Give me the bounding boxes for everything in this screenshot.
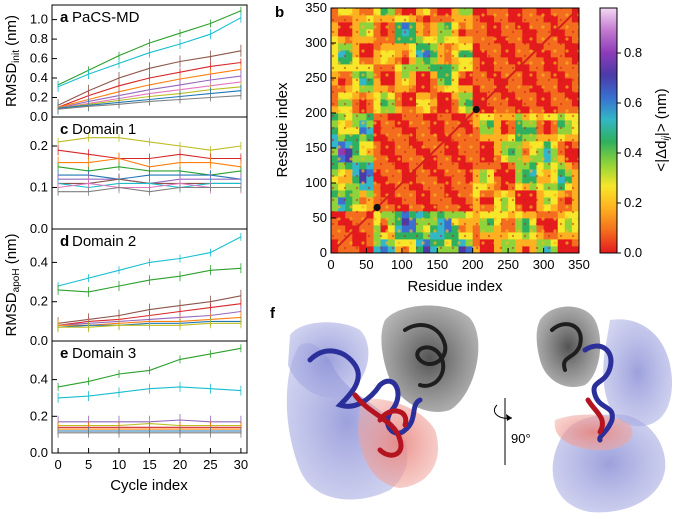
rotation-arrowhead — [506, 414, 512, 421]
backbone-red-side — [585, 397, 605, 435]
xtick-label: 0 — [54, 457, 61, 472]
colorbar-label-sub: ij — [661, 135, 672, 140]
panel-a-ylabel-main: RMSD — [3, 63, 20, 107]
heatmap-ylabel: Residue index — [274, 82, 291, 178]
heatmap-cells — [331, 8, 579, 253]
xtick-label: 30 — [234, 457, 248, 472]
ytick-label: 0.1 — [30, 180, 48, 195]
heatmap-ytick-label: 350 — [305, 0, 327, 15]
panel-e-letter: e — [60, 345, 68, 362]
domain-boundary-marker — [373, 203, 381, 212]
ytick-label: 1.0 — [30, 12, 48, 27]
panel-a-ylabel-sub: init — [11, 50, 22, 63]
heatmap-xtick-label: 200 — [462, 257, 484, 272]
panel-e: 0.0 0.2 0.4 0 5 10 15 20 25 30 e Domain 3 Cycle i… — [30, 340, 248, 494]
ytick-label: 0.4 — [30, 70, 48, 85]
ytick-label: 0.0 — [30, 445, 48, 460]
rotation-indicator: 90° — [493, 398, 531, 465]
heatmap-ytick-label: 100 — [305, 175, 327, 190]
ytick-label: 0.2 — [30, 294, 48, 309]
xtick-label: 25 — [203, 457, 217, 472]
panel-f: f — [270, 305, 673, 513]
panel-c: 0.0 0.1 0.2 c Domain 1 — [30, 116, 248, 236]
colorbar-label: <|Δdij|> (nm) — [653, 88, 672, 171]
panel-f-letter: f — [270, 305, 276, 322]
ytick-label: 0.6 — [30, 51, 48, 66]
panel-d-ylabel-sub: apoH — [11, 268, 22, 292]
panel-a: 0.0 0.2 0.4 0.6 0.8 1.0 a PaCS-MD — [30, 4, 248, 124]
backbone-blue-side — [582, 343, 615, 443]
rotation-label: 90° — [511, 431, 531, 446]
heatmap-ytick-label: 50 — [313, 210, 327, 225]
heatmap-xtick-label: 350 — [568, 257, 590, 272]
panel-e-title: Domain 3 — [72, 345, 136, 362]
panel-a-letter: a — [60, 9, 69, 26]
backbone-gray-side — [550, 322, 583, 372]
heatmap-xtick-label: 100 — [391, 257, 413, 272]
domain-2-ensemble-upper — [288, 322, 369, 398]
ytick-label: 0.4 — [30, 254, 48, 269]
heatmap-xtick-label: 250 — [497, 257, 519, 272]
protein-view-front — [286, 305, 479, 500]
panel-a-title: PaCS-MD — [72, 9, 140, 26]
colorbar-tick-label: 0.6 — [624, 95, 642, 110]
panel-d-letter: d — [60, 233, 69, 250]
xtick-label: 15 — [142, 457, 156, 472]
panel-b: b 0 50 100 150 200 250 300 350 0 50 100 150 200 250 30… — [274, 0, 672, 295]
heatmap-ytick-label: 150 — [305, 140, 327, 155]
panel-b-letter: b — [275, 4, 284, 21]
protein-view-side — [536, 306, 673, 513]
domain-boundary-marker — [472, 105, 480, 114]
heatmap-xtick-label: 0 — [327, 257, 334, 272]
panel-e-xlabel: Cycle index — [110, 477, 188, 494]
colorbar-label-suffix: |> (nm) — [653, 88, 670, 136]
heatmap-ytick-label: 200 — [305, 105, 327, 120]
domain-1-surface — [381, 305, 479, 412]
colorbar-tick-label: 0.8 — [624, 45, 642, 60]
ytick-label: 0.2 — [30, 90, 48, 105]
panel-d-ylabel: RMSDapoH (nm) — [3, 233, 22, 336]
ytick-label: 0.8 — [30, 31, 48, 46]
ytick-label: 0.4 — [30, 372, 48, 387]
panel-d: 0.0 0.2 0.4 d Domain 2 — [30, 228, 248, 348]
heatmap-frame — [330, 7, 580, 254]
xtick-label: 10 — [112, 457, 126, 472]
ytick-label: 0.0 — [30, 221, 48, 236]
xtick-label: 5 — [85, 457, 92, 472]
panel-d-title: Domain 2 — [72, 233, 136, 250]
heatmap-xlabel: Residue index — [407, 278, 503, 295]
heatmap-ytick-label: 0 — [320, 245, 327, 260]
heatmap-diagonal — [331, 8, 579, 253]
backbone-gray — [403, 323, 448, 388]
heatmap-xtick-label: 150 — [426, 257, 448, 272]
panel-a-ylabel: RMSDinit (nm) — [3, 15, 22, 107]
ytick-label: 0.2 — [30, 138, 48, 153]
ytick-label: 0.0 — [30, 109, 48, 124]
colorbar-tick-label: 0.0 — [624, 245, 642, 260]
colorbar-label-prefix: <|Δd — [653, 141, 670, 172]
domain-1-surface-side — [536, 306, 601, 388]
backbone-red — [352, 392, 409, 458]
heatmap-xtick-label: 300 — [533, 257, 555, 272]
xtick-label: 20 — [173, 457, 187, 472]
ytick-label: 0.0 — [30, 333, 48, 348]
ytick-label: 0.2 — [30, 408, 48, 423]
panel-d-ylabel-main: RMSD — [3, 292, 20, 336]
panel-c-title: Domain 1 — [72, 121, 136, 138]
colorbar-tick-label: 0.4 — [624, 145, 642, 160]
domain-2-ensemble-side — [603, 319, 673, 427]
heatmap-ytick-label: 300 — [305, 35, 327, 50]
heatmap-xtick-label: 50 — [359, 257, 373, 272]
panel-a-ylabel-unit: (nm) — [3, 15, 20, 50]
panel-d-ylabel-unit: (nm) — [3, 233, 20, 268]
colorbar — [599, 7, 618, 254]
heatmap-ytick-label: 250 — [305, 70, 327, 85]
backbone-blue — [307, 348, 423, 436]
colorbar-tick-label: 0.2 — [624, 195, 642, 210]
panel-c-letter: c — [60, 121, 68, 138]
